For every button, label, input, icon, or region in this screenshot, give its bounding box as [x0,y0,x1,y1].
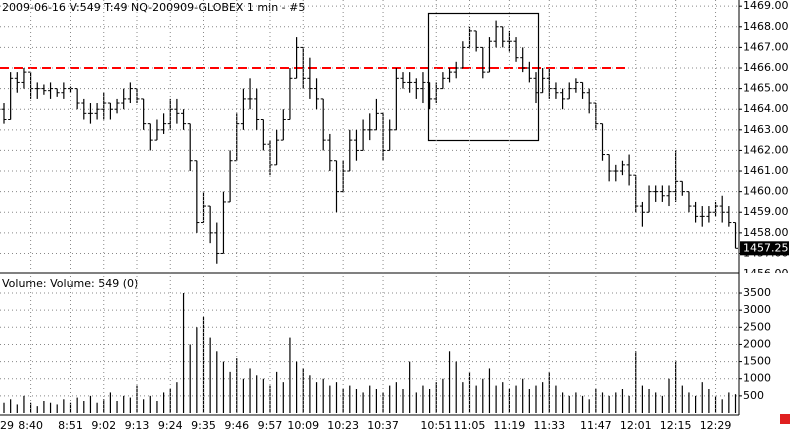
y-tick-label: 1462.00 [743,143,789,156]
last-price-box [740,241,789,256]
x-tick-label: 9:02 [91,419,116,432]
y-tick-label: 1500 [743,355,771,368]
x-tick-label: 9:46 [224,419,249,432]
y-tick-label: 1458.00 [743,226,789,239]
x-tick-label: 29 [0,419,14,432]
volume-panel: 500 1000 1500 2000 2500 3000 3500 [0,286,771,413]
y-tick-label: 1464.00 [743,102,789,115]
x-tick-label: 12:01 [620,419,652,432]
x-tick-label: 12:29 [700,419,732,432]
y-tick-label: 2500 [743,320,771,333]
x-tick-label: 8:40 [18,419,43,432]
y-tick-label: 1459.00 [743,205,789,218]
x-tick-label: 8:51 [58,419,83,432]
y-tick-label: 1467.00 [743,40,789,53]
x-tick-label: 10:51 [420,419,452,432]
y-tick-label: 1456.00 [743,267,789,280]
y-tick-label: 1469.00 [743,0,789,12]
x-tick-label: 10:23 [327,419,359,432]
y-tick-label: 3000 [743,303,771,316]
y-tick-label: 1468.00 [743,20,789,33]
y-tick-label: 1461.00 [743,164,789,177]
y-tick-label: 1000 [743,372,771,385]
chart-title: 2009-06-16 V:549 T:49 NQ-200909-GLOBEX 1… [2,1,305,14]
x-tick-label: 11:47 [580,419,612,432]
x-tick-label: 9:35 [191,419,216,432]
x-tick-label: 9:24 [158,419,183,432]
y-tick-label: 500 [743,389,764,402]
y-tick-label: 1463.00 [743,123,789,136]
x-tick-label: 10:09 [287,419,319,432]
y-tick-label: 1466.00 [743,61,789,74]
y-tick-label: 3500 [743,286,771,299]
price-panel: 1456.001457.001458.001459.001460.001461.… [0,0,789,280]
last-price-label: 1457.25 [743,241,789,254]
x-tick-label: 9:57 [258,419,283,432]
x-tick-label: 12:15 [660,419,692,432]
x-tick-label: 10:37 [367,419,399,432]
y-tick-label: 2000 [743,337,771,350]
x-tick-label: 11:19 [494,419,526,432]
selection-box [427,12,540,142]
x-tick-label: 11:05 [454,419,486,432]
y-tick-label: 1460.00 [743,185,789,198]
x-tick-label: 11:33 [533,419,565,432]
corner-button[interactable] [780,414,790,424]
y-tick-label: 1465.00 [743,82,789,95]
x-tick-label: 9:13 [125,419,150,432]
